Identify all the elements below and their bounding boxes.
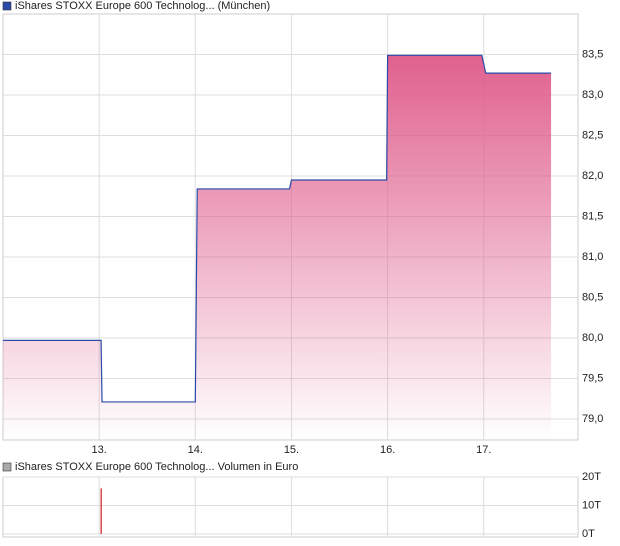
y-tick-label: 79,5 (582, 372, 603, 384)
x-tick-label: 16. (380, 444, 395, 456)
x-tick-label: 14. (188, 444, 203, 456)
legend-swatch (2, 1, 12, 11)
y-tick-label: 20T (582, 471, 601, 483)
y-tick-label: 10T (582, 499, 601, 511)
y-tick-label: 0T (582, 528, 595, 540)
y-tick-label: 83,5 (582, 48, 603, 60)
y-tick-label: 82,5 (582, 129, 603, 141)
y-tick-label: 80,0 (582, 332, 603, 344)
plot-frame (2, 476, 579, 538)
legend-label: iShares STOXX Europe 600 Technolog... Vo… (15, 461, 298, 473)
legend-label: iShares STOXX Europe 600 Technolog... (M… (15, 0, 270, 12)
y-tick-label: 81,5 (582, 210, 603, 222)
x-tick-label: 13. (92, 444, 107, 456)
volume-bar (100, 488, 102, 534)
y-tick-label: 83,0 (582, 89, 603, 101)
y-tick-label: 81,0 (582, 251, 603, 263)
legend-swatch (2, 462, 12, 472)
x-tick-label: 15. (284, 444, 299, 456)
area-fill (3, 55, 552, 440)
y-tick-label: 79,0 (582, 413, 603, 425)
y-tick-label: 82,0 (582, 170, 603, 182)
x-tick-label: 17. (476, 444, 491, 456)
y-tick-label: 80,5 (582, 291, 603, 303)
price-line (3, 54, 552, 403)
